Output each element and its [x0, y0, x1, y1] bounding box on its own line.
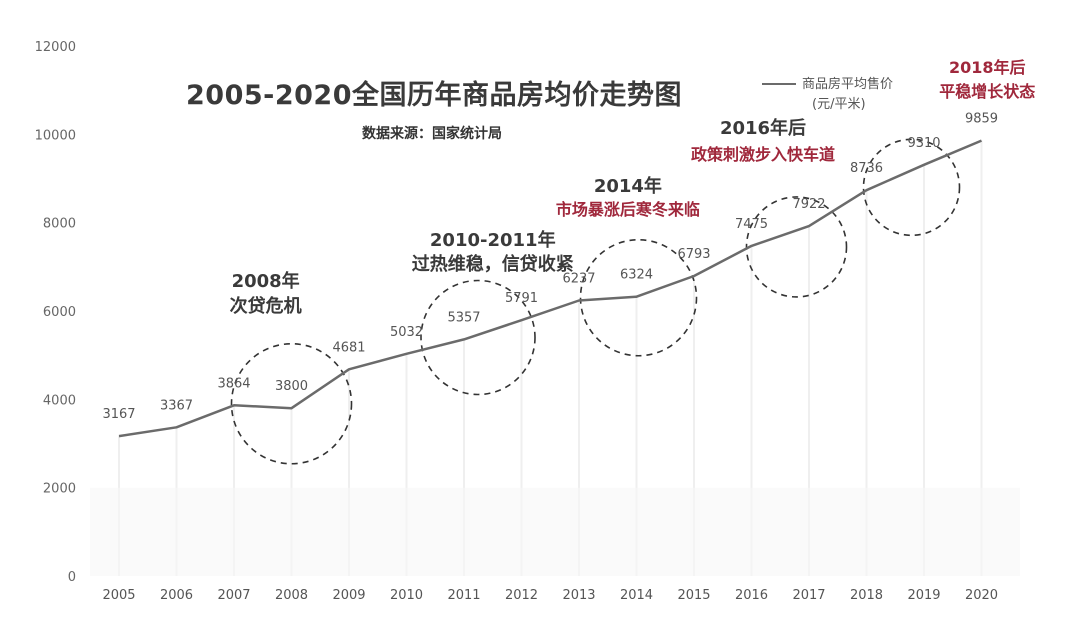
annotation-text-3: 政策刺激步入快车道: [691, 145, 835, 164]
data-label-2012: 5791: [505, 291, 538, 306]
data-label-2010: 5032: [390, 325, 423, 340]
annotation-circle-2018: [862, 138, 961, 237]
x-tick-label: 2011: [447, 588, 480, 603]
y-axis: 0 2000 4000 6000 8000 10000 12000: [35, 40, 76, 585]
data-label-2020: 9859: [965, 112, 998, 127]
x-tick-label: 2017: [792, 588, 825, 603]
data-labels: 3167 3367 3864 3800 4681 5032 5357 5791 6237 6324…: [102, 112, 998, 423]
grid-column-2011: [463, 339, 465, 576]
x-tick-label: 2005: [102, 588, 135, 603]
annotation-circles: [230, 138, 961, 465]
x-tick-label: 2012: [505, 588, 538, 603]
x-tick-label: 2009: [332, 588, 365, 603]
grid-column-2016: [750, 245, 753, 576]
annotation-year-1: 2010-2011年: [430, 229, 556, 251]
grid-column-2019: [923, 164, 925, 576]
annotation-circle-2011: [420, 279, 536, 396]
annotation-circle-2008: [230, 342, 353, 465]
data-label-2007: 3864: [217, 376, 250, 391]
grid-column-2013: [578, 300, 580, 576]
x-tick-label: 2018: [850, 588, 883, 603]
chart-subtitle: 数据来源：国家统计局: [362, 125, 502, 142]
grid-column-2010: [405, 353, 408, 576]
y-tick-label: 2000: [43, 482, 76, 497]
annotation-year-4: 2018年后: [949, 58, 1026, 77]
grid-columns: [90, 140, 1020, 576]
x-tick-label: 2013: [562, 588, 595, 603]
data-label-2009: 4681: [332, 340, 365, 355]
y-tick-label: 6000: [43, 305, 76, 320]
grid-column-2018: [865, 190, 868, 576]
grid-column-2017: [808, 226, 810, 576]
data-label-2017: 7922: [792, 197, 825, 212]
annotation-circle-2014: [579, 238, 698, 357]
x-tick-label: 2016: [735, 588, 768, 603]
annotation-circle-2016: [745, 196, 848, 298]
data-label-2018: 8736: [850, 161, 883, 176]
legend-label: 商品房平均售价: [802, 76, 893, 92]
annotation-text-0: 次贷危机: [230, 295, 302, 317]
x-tick-label: 2010: [390, 588, 423, 603]
data-label-2006: 3367: [160, 398, 193, 413]
y-tick-label: 8000: [43, 217, 76, 232]
grid-column-2015: [693, 275, 695, 576]
x-tick-label: 2007: [217, 588, 250, 603]
grid-column-2020: [980, 140, 983, 576]
annotation-text-2: 市场暴涨后寒冬来临: [556, 200, 700, 219]
x-tick-label: 2015: [677, 588, 710, 603]
data-label-2014: 6324: [620, 268, 653, 283]
data-label-2015: 6793: [677, 247, 710, 262]
annotation-text-4: 平稳增长状态: [939, 82, 1035, 101]
x-tick-label: 2008: [275, 588, 308, 603]
chart-title: 2005-2020全国历年商品房均价走势图: [186, 79, 682, 111]
y-tick-label: 4000: [43, 393, 76, 408]
data-label-2005: 3167: [102, 407, 135, 422]
y-tick-label: 0: [68, 570, 76, 585]
annotation-text-1: 过热维稳，信贷收紧: [412, 253, 574, 275]
data-label-2011: 5357: [447, 310, 480, 325]
x-tick-label: 2019: [907, 588, 940, 603]
y-tick-label: 10000: [35, 128, 76, 143]
plot-band: [90, 487, 1020, 576]
grid-column-2014: [635, 296, 638, 576]
data-label-2019: 9310: [907, 136, 940, 151]
legend-unit: (元/平米): [812, 97, 866, 112]
series-line: [118, 139, 982, 438]
annotation-year-3: 2016年后: [720, 117, 806, 139]
data-label-2013: 6237: [562, 272, 595, 287]
grid-column-2012: [520, 320, 523, 576]
data-label-2016: 7475: [735, 217, 768, 232]
x-tick-label: 2020: [965, 588, 998, 603]
grid-column-2009: [348, 369, 350, 576]
annotation-year-2: 2014年: [594, 175, 662, 197]
x-axis: 2005 2006 2007 2008 2009 2010 2011 2012 2013 2014…: [102, 588, 998, 603]
x-tick-label: 2014: [620, 588, 653, 603]
annotation-year-0: 2008年: [232, 270, 300, 292]
x-tick-label: 2006: [160, 588, 193, 603]
y-tick-label: 12000: [35, 40, 76, 55]
data-label-2008: 3800: [275, 379, 308, 394]
